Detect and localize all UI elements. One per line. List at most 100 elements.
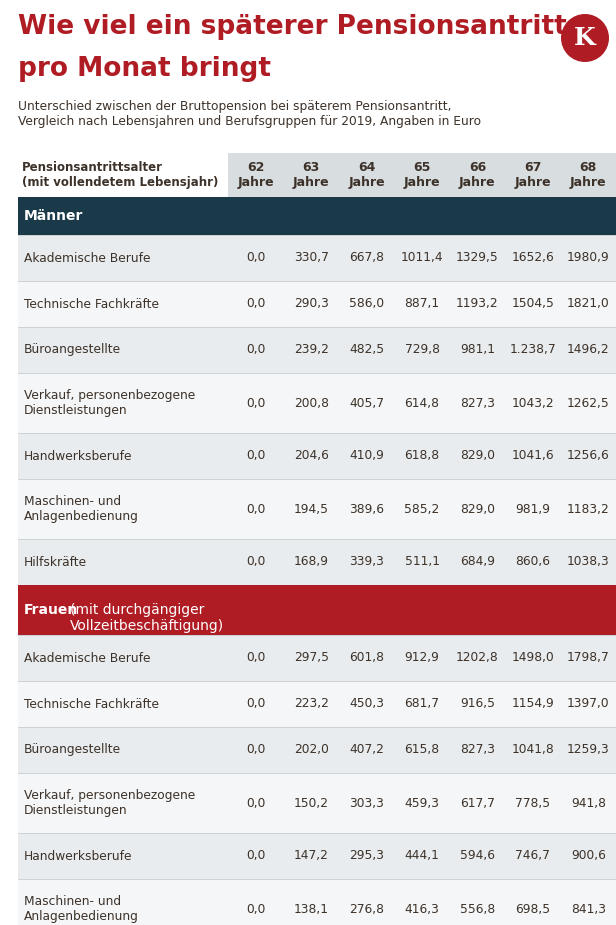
- Text: 1504,5: 1504,5: [511, 298, 554, 311]
- Text: Büroangestellte: Büroangestellte: [24, 744, 121, 757]
- Text: 64
Jahre: 64 Jahre: [348, 161, 385, 189]
- Text: 585,2: 585,2: [404, 502, 440, 515]
- Text: Frauen: Frauen: [24, 603, 78, 617]
- Bar: [18, 281, 616, 327]
- Bar: [18, 773, 616, 833]
- Text: 1498,0: 1498,0: [511, 651, 554, 664]
- Text: 586,0: 586,0: [349, 298, 384, 311]
- Bar: [18, 153, 228, 197]
- Bar: [18, 433, 616, 479]
- Text: 1259,3: 1259,3: [567, 744, 610, 757]
- Bar: [228, 153, 616, 197]
- Text: 65
Jahre: 65 Jahre: [403, 161, 440, 189]
- Text: 147,2: 147,2: [294, 849, 328, 862]
- Text: 1011,4: 1011,4: [400, 252, 444, 265]
- Text: 339,3: 339,3: [349, 556, 384, 569]
- Bar: [18, 235, 616, 281]
- Text: 303,3: 303,3: [349, 796, 384, 809]
- Text: pro Monat bringt: pro Monat bringt: [18, 56, 271, 82]
- Text: 482,5: 482,5: [349, 343, 384, 356]
- Text: 0,0: 0,0: [246, 502, 265, 515]
- Text: Akademische Berufe: Akademische Berufe: [24, 252, 150, 265]
- Text: 290,3: 290,3: [294, 298, 328, 311]
- Text: 556,8: 556,8: [460, 903, 495, 916]
- Text: 62
Jahre: 62 Jahre: [237, 161, 274, 189]
- Text: 615,8: 615,8: [405, 744, 440, 757]
- Text: 0,0: 0,0: [246, 903, 265, 916]
- Text: 202,0: 202,0: [294, 744, 328, 757]
- Bar: [18, 539, 616, 585]
- Text: 618,8: 618,8: [405, 450, 440, 462]
- Text: 981,9: 981,9: [516, 502, 550, 515]
- Text: 941,8: 941,8: [571, 796, 606, 809]
- Text: 138,1: 138,1: [294, 903, 329, 916]
- Text: 1154,9: 1154,9: [511, 697, 554, 710]
- Text: 1980,9: 1980,9: [567, 252, 610, 265]
- Text: 617,7: 617,7: [460, 796, 495, 809]
- Text: 746,7: 746,7: [516, 849, 550, 862]
- Text: 860,6: 860,6: [516, 556, 550, 569]
- Text: 68
Jahre: 68 Jahre: [570, 161, 607, 189]
- Text: 295,3: 295,3: [349, 849, 384, 862]
- Bar: [18, 879, 616, 925]
- Text: 239,2: 239,2: [294, 343, 328, 356]
- Text: 684,9: 684,9: [460, 556, 495, 569]
- Bar: [18, 479, 616, 539]
- Text: Maschinen- und
Anlagenbedienung: Maschinen- und Anlagenbedienung: [24, 895, 139, 923]
- Text: 150,2: 150,2: [294, 796, 329, 809]
- Bar: [18, 727, 616, 773]
- Text: 614,8: 614,8: [405, 397, 439, 410]
- Text: 0,0: 0,0: [246, 744, 265, 757]
- Text: 67
Jahre: 67 Jahre: [514, 161, 551, 189]
- Text: 827,3: 827,3: [460, 744, 495, 757]
- Text: 276,8: 276,8: [349, 903, 384, 916]
- Text: 444,1: 444,1: [405, 849, 439, 862]
- Text: Handwerksberufe: Handwerksberufe: [24, 849, 132, 862]
- Text: 0,0: 0,0: [246, 651, 265, 664]
- Text: 841,3: 841,3: [571, 903, 606, 916]
- Text: 389,6: 389,6: [349, 502, 384, 515]
- Text: 1041,6: 1041,6: [511, 450, 554, 462]
- Text: 698,5: 698,5: [516, 903, 551, 916]
- Text: Handwerksberufe: Handwerksberufe: [24, 450, 132, 462]
- Text: 0,0: 0,0: [246, 298, 265, 311]
- Text: 0,0: 0,0: [246, 397, 265, 410]
- Text: 900,6: 900,6: [571, 849, 606, 862]
- Text: 667,8: 667,8: [349, 252, 384, 265]
- Text: 681,7: 681,7: [405, 697, 439, 710]
- Text: 829,0: 829,0: [460, 502, 495, 515]
- Text: 827,3: 827,3: [460, 397, 495, 410]
- Text: 729,8: 729,8: [405, 343, 439, 356]
- Text: 0,0: 0,0: [246, 697, 265, 710]
- Text: 450,3: 450,3: [349, 697, 384, 710]
- Text: Wie viel ein späterer Pensionsantritt: Wie viel ein späterer Pensionsantritt: [18, 14, 567, 40]
- Text: 1183,2: 1183,2: [567, 502, 610, 515]
- Text: 981,1: 981,1: [460, 343, 495, 356]
- Text: 168,9: 168,9: [294, 556, 329, 569]
- Bar: [18, 197, 616, 235]
- Text: 829,0: 829,0: [460, 450, 495, 462]
- Text: 200,8: 200,8: [294, 397, 329, 410]
- Text: 601,8: 601,8: [349, 651, 384, 664]
- Text: 330,7: 330,7: [294, 252, 328, 265]
- Text: 63
Jahre: 63 Jahre: [293, 161, 330, 189]
- Text: 405,7: 405,7: [349, 397, 384, 410]
- Text: 778,5: 778,5: [516, 796, 551, 809]
- Text: 1262,5: 1262,5: [567, 397, 610, 410]
- Text: 1329,5: 1329,5: [456, 252, 499, 265]
- Text: Technische Fachkräfte: Technische Fachkräfte: [24, 697, 159, 710]
- Text: Akademische Berufe: Akademische Berufe: [24, 651, 150, 664]
- Text: 416,3: 416,3: [405, 903, 439, 916]
- Text: 594,6: 594,6: [460, 849, 495, 862]
- Text: 1.238,7: 1.238,7: [509, 343, 556, 356]
- Text: 0,0: 0,0: [246, 343, 265, 356]
- Bar: [18, 585, 616, 635]
- Text: Männer: Männer: [24, 209, 83, 223]
- Text: Pensionsantrittsalter
(mit vollendetem Lebensjahr): Pensionsantrittsalter (mit vollendetem L…: [22, 161, 219, 189]
- Text: 459,3: 459,3: [405, 796, 439, 809]
- Text: 410,9: 410,9: [349, 450, 384, 462]
- Text: 887,1: 887,1: [405, 298, 440, 311]
- Text: 1397,0: 1397,0: [567, 697, 610, 710]
- Text: (mit durchgängiger
Vollzeitbeschäftigung): (mit durchgängiger Vollzeitbeschäftigung…: [70, 603, 224, 634]
- Text: 1043,2: 1043,2: [511, 397, 554, 410]
